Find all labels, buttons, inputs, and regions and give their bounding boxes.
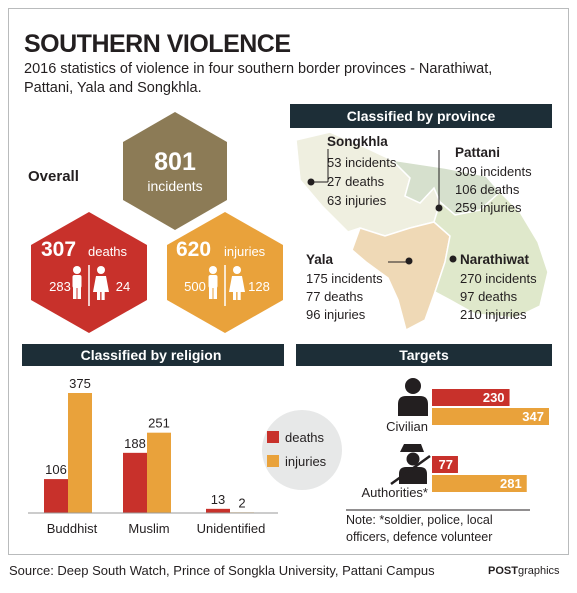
target-category-label: Civilian [386,419,428,434]
bar-value-label: 375 [69,376,91,391]
incidents-value: 801 [154,148,196,176]
female-icon [93,266,109,300]
yala-name: Yala [306,252,334,267]
province-heading-bar [290,104,552,128]
deaths-female-count: 24 [116,279,130,294]
bar-deaths-buddhist [44,479,68,513]
religion-heading: Classified by religion [81,347,222,363]
songkhla-incidents: 53 incidents [327,155,397,170]
category-label: Muslim [128,521,169,536]
pattani-name: Pattani [455,145,500,160]
narathiwat-marker [449,255,457,263]
bar-deaths-civilian [432,389,510,406]
page-subtitle: 2016 statistics of violence in four sout… [24,61,493,96]
bar-injuries-authorities [432,475,527,492]
source-footer: Source: Deep South Watch, Prince of Song… [9,563,435,578]
songkhla-name: Songkhla [327,134,388,149]
injuries-female-count: 128 [248,279,270,294]
bar-value-label: 13 [211,492,225,507]
legend-deaths-swatch [267,431,279,443]
yala-incidents: 175 incidents [306,271,383,286]
targets-bar-chart: 230 347 Civilian 77 281 Authorities* [362,389,549,500]
incidents-label: incidents [147,178,202,194]
narathiwat-injuries: 210 injuries [460,307,527,322]
legend-injuries-label: injuries [285,454,327,469]
injuries-value: 620 [176,238,211,261]
incidents-hexagon [123,112,227,230]
targets-heading-bar [296,344,552,366]
publisher-credit: POSTgraphics [488,565,560,577]
pattani-deaths: 106 deaths [455,182,520,197]
soldier-icon [390,444,431,486]
songkhla-injuries: 63 injuries [327,193,387,208]
narathiwat-name: Narathiwat [460,252,530,267]
bar-value-label: 251 [148,416,170,431]
male-icon [72,266,82,299]
targets-heading: Targets [399,347,449,363]
page-title: SOUTHERN VIOLENCE [24,30,291,58]
yala-marker [405,257,413,265]
bar-value-label: 188 [124,436,146,451]
target-category-label: Authorities* [362,485,428,500]
deaths-value: 307 [41,238,76,261]
bar-injuries-buddhist [68,393,92,513]
injuries-label: injuries [224,244,266,259]
narathiwat-deaths: 97 deaths [460,289,518,304]
pattani-incidents: 309 incidents [455,164,532,179]
narathiwat-incidents: 270 incidents [460,271,537,286]
bar-injuries-civilian [432,408,549,425]
targets-note: Note: *soldier, police, local officers, … [346,513,493,544]
injuries-male-count: 500 [184,279,206,294]
credit-bold: POST [488,565,518,577]
songkhla-marker [307,178,315,186]
narathiwat-region [433,190,549,319]
infographic-frame [8,8,569,555]
religion-heading-bar [22,344,284,366]
civilian-icon [398,378,428,416]
bar-value-label: 230 [483,390,505,405]
bar-value-label: 77 [438,457,452,472]
bar-deaths-authorities [432,456,458,473]
legend-deaths-label: deaths [285,430,325,445]
yala-deaths: 77 deaths [306,289,364,304]
female-icon [229,266,245,300]
male-icon [208,266,218,299]
deaths-label: deaths [88,244,128,259]
category-label: Unidentified [197,521,266,536]
bar-deaths-muslim [123,452,147,513]
yala-injuries: 96 injuries [306,307,366,322]
pattani-injuries: 259 injuries [455,200,522,215]
bar-value-label: 2 [238,495,245,510]
pattani-marker [435,204,443,212]
credit-rest: graphics [517,565,560,577]
bar-injuries-muslim [147,432,171,513]
religion-legend-circle [262,410,342,490]
yala-region [351,221,451,332]
bar-value-label: 347 [522,409,544,424]
legend-injuries-swatch [267,455,279,467]
province-heading: Classified by province [347,108,496,124]
bar-deaths-unidentified [206,508,230,513]
overall-label: Overall [28,168,79,185]
deaths-male-count: 283 [49,279,71,294]
songkhla-deaths: 27 deaths [327,174,385,189]
bar-value-label: 106 [45,462,67,477]
category-label: Buddhist [47,521,98,536]
bar-value-label: 281 [500,476,522,491]
